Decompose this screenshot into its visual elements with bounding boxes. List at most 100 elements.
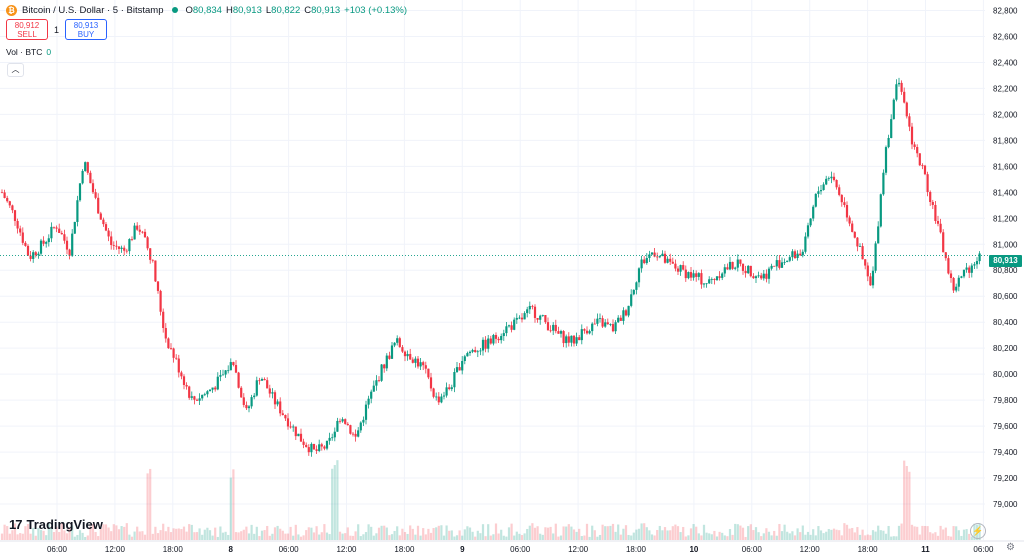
candle-body xyxy=(661,253,664,257)
volume-bar xyxy=(177,528,180,540)
candle-body xyxy=(806,225,810,237)
candle-body xyxy=(253,395,256,398)
candle-body xyxy=(710,279,713,280)
volume-bar xyxy=(258,536,261,540)
volume-bar xyxy=(141,531,144,540)
candle-body xyxy=(401,347,404,352)
volume-bar xyxy=(211,535,214,540)
sell-button[interactable]: 80,912 SELL xyxy=(6,19,48,40)
volume-bar xyxy=(697,533,700,540)
volume-bar xyxy=(819,530,823,540)
price-tick-label: 82,000 xyxy=(993,110,1018,119)
volume-bar xyxy=(29,533,32,540)
candle-body xyxy=(645,258,648,264)
volume-bar xyxy=(68,527,71,540)
candle-body xyxy=(63,234,66,241)
volume-bar xyxy=(169,532,173,540)
volume-bar xyxy=(676,526,680,540)
candle-body xyxy=(279,401,282,414)
candle-body xyxy=(939,223,942,233)
candle-body xyxy=(128,239,131,252)
candle-body xyxy=(440,396,443,403)
volume-bar xyxy=(663,527,667,540)
volume-bar xyxy=(929,532,932,540)
volume-bar xyxy=(770,535,773,540)
volume-bar xyxy=(104,524,108,540)
volume-bar xyxy=(55,526,58,540)
volume-bar xyxy=(21,533,24,540)
candle-body xyxy=(29,255,32,259)
low-key: L xyxy=(265,4,272,16)
time-axis[interactable]: 06:00 12:00 18:00 8 06:00 12:00 18:00 9 06:00 12:… xyxy=(0,540,1024,554)
candle-body xyxy=(328,437,331,441)
volume-bar xyxy=(757,532,760,540)
volume-legend[interactable]: Vol · BTC 0 xyxy=(6,47,51,57)
collapse-legend-button[interactable]: ︿ xyxy=(7,63,24,77)
candle-body xyxy=(910,126,914,145)
volume-bar xyxy=(453,536,456,540)
candle-body xyxy=(263,379,266,381)
candle-body xyxy=(978,253,981,262)
volume-bar xyxy=(710,534,713,540)
volume-bar xyxy=(520,535,524,540)
candle-body xyxy=(754,276,758,279)
candle-body xyxy=(604,322,607,327)
volume-bar xyxy=(354,531,357,540)
candle-body xyxy=(224,370,227,375)
volume-bar xyxy=(614,531,617,540)
volume-bar xyxy=(788,533,791,540)
candle-body xyxy=(500,336,503,341)
volume-bar xyxy=(281,530,284,540)
time-tick-label: 06:00 xyxy=(742,545,763,554)
symbol-title[interactable]: Bitcoin / U.S. Dollar · 5 · Bitstamp xyxy=(22,4,164,16)
volume-bar xyxy=(489,535,492,540)
volume-bar xyxy=(957,530,960,540)
candle-body xyxy=(156,281,160,291)
time-tick-label: 10 xyxy=(689,545,698,554)
volume-bar xyxy=(52,531,56,540)
price-tick-label: 82,400 xyxy=(993,58,1018,67)
candle-body xyxy=(715,276,719,280)
candle-body xyxy=(216,376,219,390)
volume-bar xyxy=(801,525,804,540)
price-axis[interactable]: 82,800 82,600 82,400 82,200 82,000 81,800 81,6… xyxy=(993,6,1018,509)
volume-bar xyxy=(533,527,537,540)
volume-bar xyxy=(409,525,412,540)
candle-body xyxy=(728,261,732,270)
candle-body xyxy=(310,443,313,453)
volume-bar xyxy=(458,530,461,540)
candle-body xyxy=(112,245,115,246)
candle-body xyxy=(531,305,534,307)
candle-body xyxy=(146,237,149,249)
candle-body xyxy=(843,202,846,205)
bitcoin-icon: ₿ xyxy=(6,4,17,16)
buy-button[interactable]: 80,913 BUY xyxy=(65,19,108,40)
candle-body xyxy=(552,324,555,331)
volume-bar xyxy=(149,468,152,540)
volume-bar xyxy=(362,534,365,540)
volume-bar xyxy=(554,523,557,540)
candle-body xyxy=(110,236,113,246)
candle-body xyxy=(55,227,58,229)
candle-body xyxy=(172,348,175,358)
volume-bar xyxy=(731,534,734,540)
candle-body xyxy=(905,102,908,117)
candle-body xyxy=(767,268,771,279)
candle-body xyxy=(58,228,61,233)
volume-bar xyxy=(89,526,92,540)
candle-body xyxy=(463,356,466,361)
volume-bar xyxy=(73,536,76,540)
volume-bar xyxy=(767,531,771,540)
price-tick-label: 81,200 xyxy=(993,214,1018,223)
candle-body xyxy=(8,201,11,206)
candle-body xyxy=(936,220,940,224)
volume-bar xyxy=(448,530,451,540)
volume-bar xyxy=(916,526,919,540)
volume-bar xyxy=(669,530,672,540)
volume-bar xyxy=(908,471,911,540)
volume-bar xyxy=(133,531,136,540)
gear-icon[interactable]: ⚙ xyxy=(1006,542,1015,553)
candle-body xyxy=(825,178,828,185)
auto-scale-icon[interactable]: ⚡ xyxy=(970,523,986,539)
